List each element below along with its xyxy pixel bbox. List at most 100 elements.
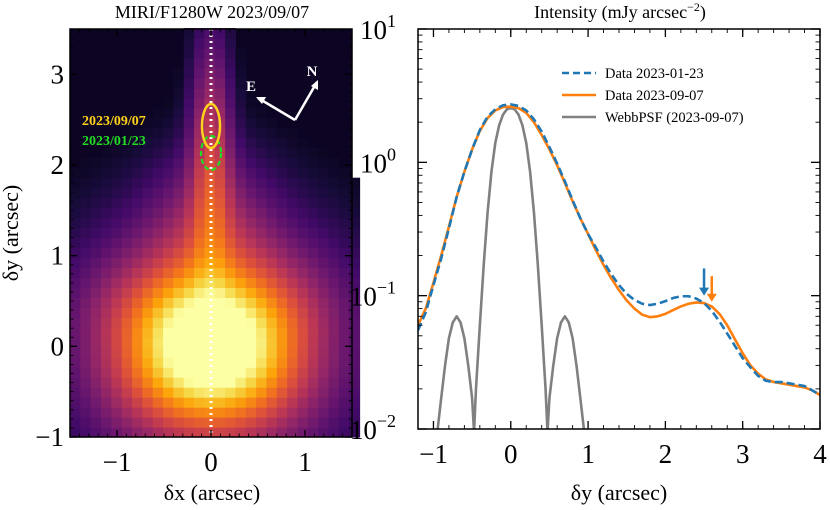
heatmap-pixel <box>90 287 102 298</box>
heatmap-pixel <box>183 77 195 89</box>
heatmap-pixel <box>111 137 123 149</box>
heatmap-pixel <box>121 347 133 358</box>
heatmap-pixel <box>318 337 330 348</box>
heatmap-pixel <box>318 307 330 318</box>
heatmap-pixel <box>328 277 340 288</box>
heatmap-pixel <box>152 377 164 388</box>
heatmap-pixel <box>132 217 143 229</box>
heatmap-pixel <box>349 387 361 398</box>
heatmap-pixel <box>142 277 154 288</box>
heatmap-pixel <box>152 187 164 199</box>
heatmap-pixel <box>318 157 330 169</box>
heatmap-pixel <box>266 167 278 179</box>
heatmap-pixel <box>214 297 226 308</box>
heatmap-pixel <box>204 87 216 99</box>
legend-label-psf: WebbPSF (2023-09-07) <box>605 110 744 126</box>
heatmap-pixel <box>225 38 237 49</box>
heatmap-pixel <box>328 427 340 438</box>
heatmap-pixel <box>235 277 247 288</box>
heatmap-pixel <box>142 407 154 418</box>
heatmap-pixel <box>101 217 112 229</box>
heatmap-pixel <box>225 287 237 298</box>
label-2023-01-23: 2023/01/23 <box>82 134 146 149</box>
heatmap-pixel <box>225 247 237 259</box>
heatmap-pixel <box>183 327 195 338</box>
heatmap-pixel <box>256 357 268 368</box>
heatmap-pixel <box>276 297 288 308</box>
heatmap-pixel <box>121 277 133 288</box>
heatmap-pixel <box>90 337 102 348</box>
heatmap-pixel <box>245 137 257 149</box>
heatmap-pixel <box>245 247 257 259</box>
heatmap-pixel <box>163 397 174 408</box>
heatmap-pixel <box>328 417 340 428</box>
heatmap-pixel <box>225 337 237 348</box>
heatmap-pixel <box>307 427 319 438</box>
heatmap-pixel <box>204 38 216 49</box>
heatmap-pixel <box>194 28 206 39</box>
heatmap-pixel <box>214 347 226 358</box>
heatmap-pixel <box>121 197 133 209</box>
heatmap-pixel <box>111 357 123 368</box>
heatmap-pixel <box>297 427 309 438</box>
heatmap-pixel <box>132 377 143 388</box>
heatmap-pixel <box>121 417 133 428</box>
heatmap-pixel <box>214 197 226 209</box>
heatmap-pixel <box>173 67 185 79</box>
heatmap-pixel <box>256 427 268 438</box>
heatmap-pixel <box>349 307 361 318</box>
heatmap-pixel <box>297 327 309 338</box>
heatmap-pixel <box>183 427 195 438</box>
heatmap-pixel <box>80 187 92 199</box>
heatmap-pixel <box>204 317 216 328</box>
heatmap-pixel <box>142 387 154 398</box>
heatmap-pixel <box>80 237 92 249</box>
heatmap-pixel <box>318 217 330 229</box>
heatmap-pixel <box>245 147 257 159</box>
heatmap-pixel <box>70 427 81 438</box>
heatmap-pixel <box>214 87 226 99</box>
heatmap-pixel <box>70 307 81 318</box>
heatmap-pixel <box>318 177 330 189</box>
heatmap-pixel <box>121 287 133 298</box>
heatmap-pixel <box>163 267 174 279</box>
heatmap-pixel <box>152 347 164 358</box>
heatmap-pixel <box>349 257 361 269</box>
heatmap-pixel <box>266 417 278 428</box>
heatmap-pixel <box>70 257 81 269</box>
heatmap-pixel <box>80 407 92 418</box>
heatmap-pixel <box>163 347 174 358</box>
heatmap-pixel <box>142 167 154 179</box>
heatmap-pixel <box>90 367 102 378</box>
heatmap-pixel <box>235 97 247 109</box>
heatmap-pixel <box>142 237 154 249</box>
compass-north-arrowhead <box>311 80 318 90</box>
heatmap-pixel <box>142 267 154 279</box>
heatmap-pixel <box>111 257 123 269</box>
left-ytick-label: 0 <box>51 331 65 361</box>
heatmap-pixel <box>338 257 350 269</box>
heatmap-pixel <box>173 97 185 109</box>
heatmap-pixel <box>338 237 350 249</box>
heatmap-pixel <box>349 317 361 328</box>
heatmap-pixel <box>318 347 330 358</box>
heatmap-pixel <box>245 327 257 338</box>
heatmap-pixel <box>183 58 195 69</box>
heatmap-pixel <box>276 387 288 398</box>
heatmap-pixel <box>297 367 309 378</box>
heatmap-pixel <box>111 287 123 298</box>
heatmap-pixel <box>132 197 143 209</box>
heatmap-pixel <box>101 147 112 159</box>
heatmap-pixel <box>225 417 237 428</box>
heatmap-pixel <box>152 147 164 159</box>
left-xtick-label: 0 <box>204 447 218 477</box>
heatmap-pixel <box>101 297 112 308</box>
heatmap-pixel <box>163 327 174 338</box>
heatmap-pixel <box>245 397 257 408</box>
heatmap-pixel <box>307 277 319 288</box>
heatmap-pixel <box>121 397 133 408</box>
heatmap-pixel <box>90 427 102 438</box>
heatmap-pixel <box>297 167 309 179</box>
heatmap-pixel <box>70 407 81 418</box>
heatmap-pixel <box>204 287 216 298</box>
